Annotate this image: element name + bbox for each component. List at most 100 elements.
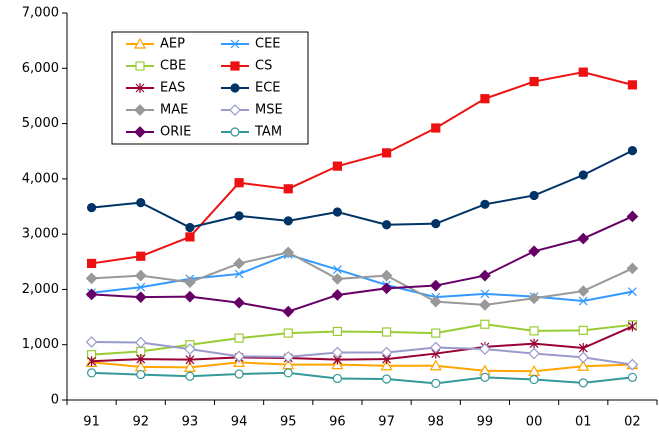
marker <box>234 369 244 379</box>
marker <box>381 374 392 384</box>
marker <box>578 343 588 354</box>
marker <box>332 207 343 217</box>
x-tick-label: 97 <box>378 415 395 430</box>
y-tick-label: 5,000 <box>22 116 59 131</box>
marker <box>135 83 145 93</box>
marker <box>627 287 637 297</box>
marker <box>283 328 293 338</box>
marker <box>627 321 637 332</box>
marker <box>431 378 441 389</box>
legend-label: ECE <box>255 81 281 96</box>
marker <box>381 148 392 158</box>
marker <box>578 170 588 180</box>
marker <box>528 292 540 305</box>
marker <box>85 272 98 285</box>
legend-label: ORIE <box>160 125 191 140</box>
legend-label: AEP <box>160 37 185 52</box>
marker <box>578 67 588 77</box>
x-tick-label: 00 <box>526 415 543 430</box>
y-tick-label: 1,000 <box>22 337 59 352</box>
marker <box>184 276 196 289</box>
marker <box>185 222 195 233</box>
marker <box>184 343 196 355</box>
marker <box>431 328 441 338</box>
marker <box>230 83 240 93</box>
marker <box>578 378 588 388</box>
marker <box>331 346 344 359</box>
series-line <box>91 149 633 229</box>
marker <box>283 216 293 226</box>
marker <box>134 104 146 116</box>
marker <box>626 262 639 275</box>
series-line <box>91 71 633 265</box>
marker <box>282 305 295 318</box>
marker <box>185 354 195 365</box>
marker <box>429 279 442 292</box>
marker <box>331 289 344 301</box>
marker <box>230 61 240 71</box>
marker <box>234 211 244 221</box>
y-tick-label: 7,000 <box>22 6 59 21</box>
marker <box>134 336 147 349</box>
marker <box>577 351 590 364</box>
marker <box>185 232 195 242</box>
marker <box>230 127 240 137</box>
marker <box>480 94 490 104</box>
series-line <box>91 361 633 373</box>
marker <box>233 257 245 270</box>
marker <box>283 184 293 194</box>
marker <box>332 373 343 384</box>
marker <box>577 285 590 297</box>
marker <box>234 333 244 343</box>
marker <box>134 269 147 282</box>
x-tick-label: 01 <box>575 415 592 430</box>
marker <box>479 343 491 355</box>
marker <box>429 341 442 354</box>
series-line <box>91 340 633 366</box>
marker <box>136 251 146 261</box>
marker <box>577 232 590 245</box>
x-tick-label: 98 <box>427 415 444 430</box>
x-tick-label: 95 <box>280 415 297 430</box>
y-tick-label: 6,000 <box>22 61 59 76</box>
marker <box>233 296 245 309</box>
marker <box>136 282 146 292</box>
series-line <box>91 323 633 356</box>
x-tick-label: 99 <box>477 415 494 430</box>
marker <box>86 368 97 378</box>
marker <box>429 295 442 308</box>
y-tick-label: 4,000 <box>22 171 59 186</box>
marker <box>183 361 196 372</box>
legend-label: CEE <box>255 37 281 52</box>
legend-label: CS <box>255 59 272 74</box>
marker <box>529 326 539 336</box>
marker <box>479 269 491 282</box>
marker <box>332 326 343 337</box>
y-tick-label: 2,000 <box>22 282 59 297</box>
marker <box>627 80 638 90</box>
marker <box>136 354 146 365</box>
marker <box>233 350 245 363</box>
marker <box>380 346 393 359</box>
marker <box>381 327 392 337</box>
marker <box>332 161 343 171</box>
marker <box>626 358 639 371</box>
marker <box>480 319 490 329</box>
marker <box>135 61 145 71</box>
marker <box>86 203 97 213</box>
marker <box>185 371 195 381</box>
marker <box>529 76 539 87</box>
x-tick-label: 02 <box>624 415 641 430</box>
marker <box>480 372 490 382</box>
marker <box>230 39 240 49</box>
y-tick-label: 0 <box>51 393 59 408</box>
marker <box>134 126 146 138</box>
marker <box>86 258 97 269</box>
marker <box>380 269 393 282</box>
marker <box>283 368 293 378</box>
series-line <box>91 251 633 306</box>
marker <box>626 210 639 223</box>
marker <box>136 198 146 208</box>
marker <box>85 336 98 348</box>
